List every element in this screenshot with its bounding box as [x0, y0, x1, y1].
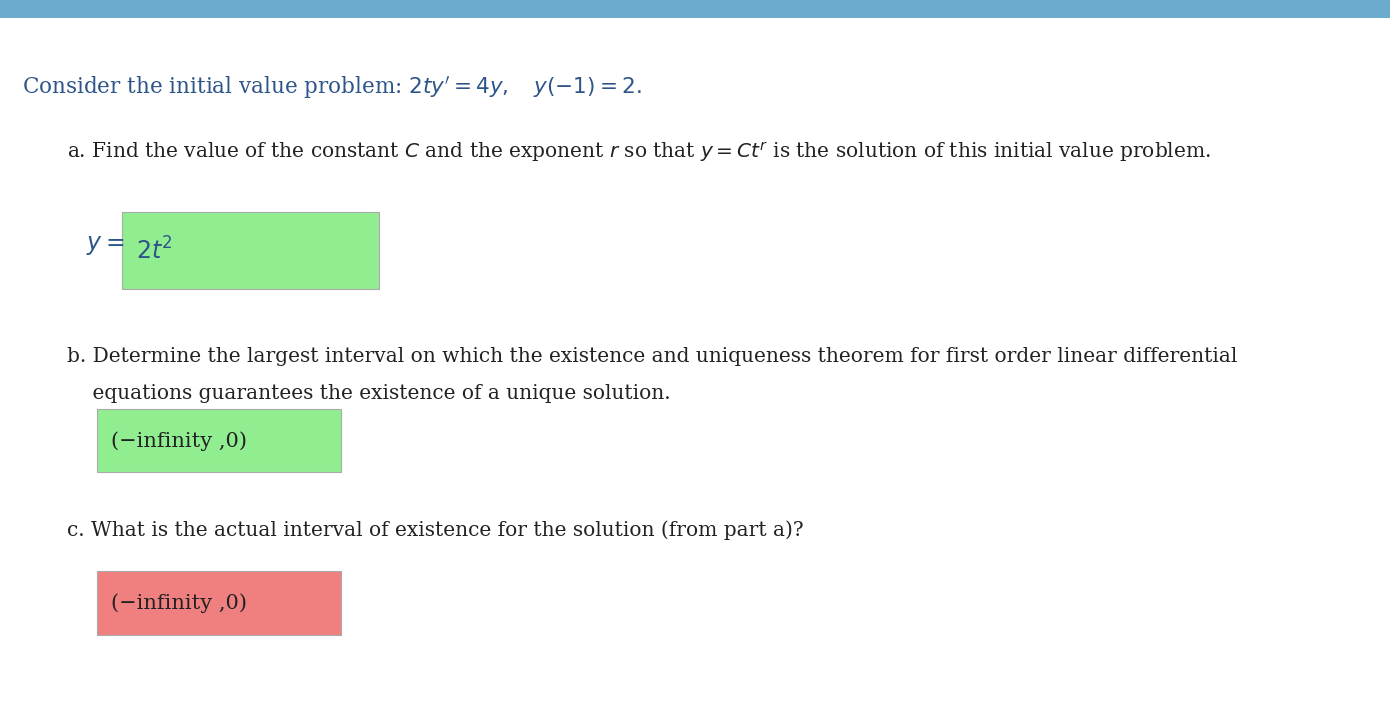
Text: a. Find the value of the constant $C$ and the exponent $r$ so that $y = Ct^r$ is: a. Find the value of the constant $C$ an…	[67, 141, 1211, 165]
FancyBboxPatch shape	[122, 212, 379, 289]
Text: (−infinity ,0): (−infinity ,0)	[111, 594, 247, 613]
Text: equations guarantees the existence of a unique solution.: equations guarantees the existence of a …	[67, 384, 670, 403]
Text: $2t^2$: $2t^2$	[136, 238, 174, 264]
Text: (−infinity ,0): (−infinity ,0)	[111, 431, 247, 451]
Text: c. What is the actual interval of existence for the solution (from part a)?: c. What is the actual interval of existe…	[67, 520, 803, 540]
FancyBboxPatch shape	[97, 571, 341, 634]
FancyBboxPatch shape	[97, 409, 341, 472]
Text: Consider the initial value problem: $2ty' = 4y, \quad y(-1) = 2.$: Consider the initial value problem: $2ty…	[22, 74, 642, 101]
Text: b. Determine the largest interval on which the existence and uniqueness theorem : b. Determine the largest interval on whi…	[67, 347, 1237, 366]
FancyBboxPatch shape	[0, 0, 1390, 18]
Text: $y = $: $y = $	[86, 234, 125, 257]
